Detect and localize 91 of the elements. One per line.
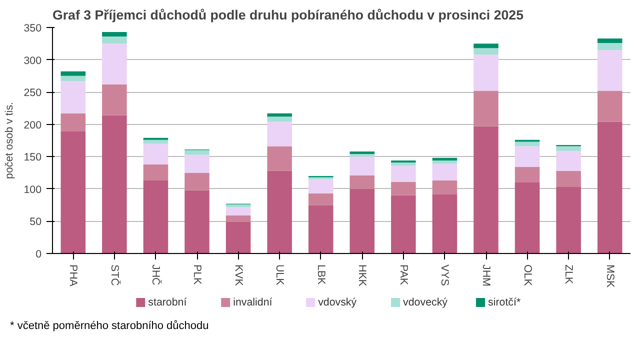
x-tick-label: PHA: [67, 264, 80, 288]
x-tick-label: MSK: [604, 264, 616, 288]
bar: [556, 146, 581, 151]
bar: [597, 38, 622, 43]
bar: [514, 142, 540, 146]
bar: [474, 48, 498, 55]
x-tick-label: PAK: [397, 264, 410, 286]
bar: [556, 170, 581, 187]
legend-label: vdovský: [318, 296, 358, 308]
y-tick-label: 150: [24, 152, 42, 164]
x-tick-label: STČ: [108, 264, 122, 286]
bar: [226, 222, 251, 254]
x-tick-label: HKK: [356, 264, 368, 286]
bar: [432, 194, 458, 254]
x-tick-label: KVK: [232, 264, 244, 286]
y-axis-title: počet osob v tis.: [4, 102, 16, 179]
chart-title: Graf 3 Příjemci důchodů podle druhu pobíraného důchodu v prosinci 2025: [52, 8, 524, 22]
bar: [597, 90, 622, 122]
bar: [143, 144, 168, 164]
bar: [267, 116, 292, 122]
bar: [267, 122, 292, 146]
y-tick-label: 200: [24, 119, 42, 132]
bar: [102, 32, 127, 37]
legend-label: sirotčí*: [488, 296, 521, 308]
bar: [597, 122, 622, 254]
bar: [556, 150, 581, 171]
bar: [514, 166, 540, 182]
bar: [184, 172, 210, 190]
bar: [432, 158, 458, 161]
bar: [474, 90, 498, 126]
bar: [474, 44, 498, 48]
bar: [60, 76, 86, 82]
bar: [226, 207, 251, 216]
bar: [184, 154, 210, 173]
bar: [597, 42, 622, 50]
bar: [308, 193, 334, 206]
bar: [226, 215, 251, 222]
bar: [267, 113, 292, 117]
bar: [226, 204, 251, 208]
bar: [102, 44, 127, 84]
bar: [432, 180, 458, 194]
text: * včetně poměrného starobního důchodu: [10, 319, 209, 334]
y-tick-label: 350: [24, 22, 42, 34]
bar: [391, 182, 416, 196]
y-tick-label: 100: [24, 184, 42, 196]
x-tick-label: ZLK: [562, 264, 575, 284]
bar: [597, 50, 622, 91]
bar: [267, 146, 292, 171]
bar: [514, 146, 540, 167]
bar: [474, 54, 498, 91]
bar: [350, 154, 375, 157]
bar: [184, 190, 210, 254]
legend-label: starobní: [148, 296, 187, 308]
bar: [474, 126, 498, 254]
bar: [60, 71, 86, 76]
legend-label: vdovecký: [403, 296, 448, 308]
bar: [60, 131, 86, 254]
bar: [184, 150, 210, 155]
bar: [102, 84, 127, 116]
bar: [350, 175, 375, 189]
bar: [350, 188, 375, 254]
bar: [60, 113, 86, 132]
bar: [308, 205, 334, 254]
bar: [391, 162, 416, 166]
x-tick-label: VYS: [438, 264, 451, 286]
bar: [102, 36, 127, 44]
bar: [391, 195, 416, 254]
x-tick-label: PLK: [191, 264, 203, 285]
legend-label: invalidní: [233, 296, 272, 308]
bar: [350, 151, 375, 154]
bar: [143, 164, 168, 181]
bar: [391, 166, 416, 182]
bar: [267, 170, 292, 254]
bar: [143, 180, 168, 254]
y-tick-label: 250: [24, 87, 42, 100]
bar: [60, 81, 86, 114]
y-tick-label: 0: [36, 248, 42, 260]
bar: [308, 179, 334, 194]
bar: [432, 160, 458, 164]
y-tick-label: 300: [24, 54, 42, 67]
x-tick-label: OLK: [521, 264, 534, 286]
x-tick-label: JHM: [480, 264, 492, 286]
x-tick-label: ULK: [274, 264, 286, 286]
y-tick-label: 50: [30, 216, 42, 228]
bar: [102, 115, 127, 254]
x-tick-label: JHČ: [150, 264, 163, 286]
bar: [432, 164, 458, 181]
bar: [556, 186, 581, 254]
bar: [350, 156, 375, 176]
x-tick-label: LBK: [314, 264, 327, 285]
bar: [514, 182, 540, 254]
